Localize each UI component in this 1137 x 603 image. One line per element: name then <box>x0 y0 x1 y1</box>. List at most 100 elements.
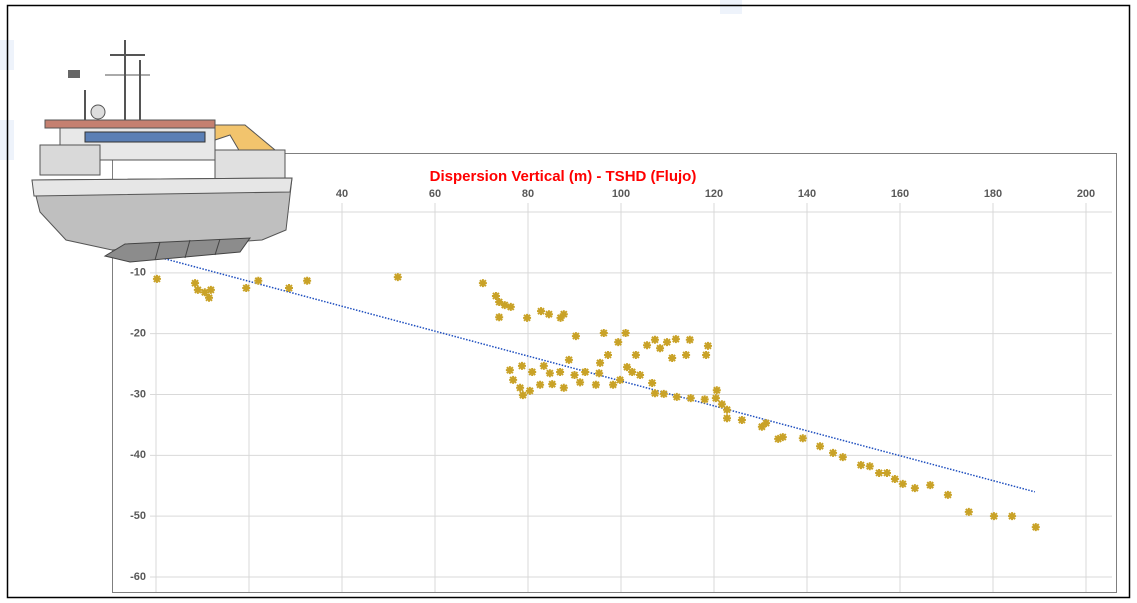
scatter-point <box>509 375 518 384</box>
scatter-point <box>536 380 545 389</box>
scatter-point <box>609 380 618 389</box>
scatter-point <box>523 313 532 322</box>
scatter-point <box>628 367 637 376</box>
scatter-point <box>603 350 612 359</box>
scatter-point <box>890 475 899 484</box>
scatter-point <box>774 434 783 443</box>
scatter-point <box>556 367 565 376</box>
decoration <box>720 0 742 14</box>
y-tick-label: -20 <box>130 328 146 340</box>
x-tick-label: 80 <box>522 188 534 200</box>
scatter-point <box>284 284 293 293</box>
scatter-point <box>856 461 865 470</box>
y-tick-label: -60 <box>130 571 146 583</box>
scatter-point <box>910 484 919 493</box>
x-tick-label: 40 <box>336 188 348 200</box>
scatter-point <box>528 367 537 376</box>
scatter-point <box>672 392 681 401</box>
scatter-point <box>505 366 514 375</box>
scatter-point <box>643 341 652 350</box>
scatter-point <box>623 363 632 372</box>
x-tick-label: 160 <box>891 188 909 200</box>
scatter-point <box>875 468 884 477</box>
outer-border <box>6 4 1131 599</box>
scatter-point <box>206 285 215 294</box>
scatter-point <box>518 391 527 400</box>
y-tick-label: -10 <box>130 267 146 279</box>
scatter-point <box>537 307 546 316</box>
y-tick-label: -40 <box>130 449 146 461</box>
scatter-point <box>393 273 402 282</box>
scatter-point <box>712 386 721 395</box>
scatter-point <box>491 291 500 300</box>
scatter-point <box>636 371 645 380</box>
scatter-point <box>631 350 640 359</box>
scatter-point <box>1031 523 1040 532</box>
scatter-point <box>548 380 557 389</box>
scatter-point <box>152 274 161 283</box>
scatter-point <box>865 462 874 471</box>
scatter-point <box>559 383 568 392</box>
scatter-point <box>478 279 487 288</box>
scatter-point <box>564 355 573 364</box>
scatter-point <box>517 361 526 370</box>
scatter-point <box>659 389 668 398</box>
scatter-point <box>656 344 665 353</box>
scatter-point <box>516 383 525 392</box>
scatter-point <box>650 335 659 344</box>
scatter-point <box>668 354 677 362</box>
plot: 0204060801001201401601802000-10-20-30-40… <box>130 188 1112 592</box>
scatter-point <box>762 419 771 428</box>
scatter-point <box>254 276 263 285</box>
scatter-point <box>682 350 691 359</box>
x-tick-label: 100 <box>612 188 630 200</box>
x-tick-label: 140 <box>798 188 816 200</box>
ship-illustration <box>31 40 293 263</box>
scatter-point <box>616 375 625 384</box>
scatter-point <box>650 389 659 398</box>
scatter-point <box>495 298 504 307</box>
scatter-point <box>621 329 630 338</box>
scatter-point <box>717 400 726 409</box>
scatter-point <box>838 453 847 462</box>
scatter-point <box>798 434 807 443</box>
scatter-point <box>581 367 590 376</box>
scatter-point <box>545 369 554 378</box>
scatter-point <box>495 313 504 322</box>
scatter-point <box>703 341 712 350</box>
scatter-point <box>544 310 553 319</box>
scatter-point <box>671 335 680 344</box>
scatter-point <box>539 361 548 370</box>
scatter-point <box>614 338 623 347</box>
scatter-point <box>882 468 891 477</box>
x-tick-label: 200 <box>1077 188 1095 200</box>
scatter-point <box>559 310 568 319</box>
scatter-point <box>700 395 709 404</box>
scatter-point <box>898 479 907 488</box>
scatter-point <box>303 276 312 285</box>
scatter-point <box>964 507 973 516</box>
x-tick-label: 60 <box>429 188 441 200</box>
y-tick-label: -30 <box>130 388 146 400</box>
scatter-point <box>506 302 515 311</box>
scatter-point <box>570 371 579 380</box>
scatter-point <box>205 293 214 302</box>
scatter-point <box>576 378 585 387</box>
scatter-point <box>685 335 694 344</box>
scatter-point <box>648 378 657 387</box>
scatter-point <box>778 433 787 442</box>
scatter-point <box>702 350 711 359</box>
x-tick-label: 180 <box>984 188 1002 200</box>
scatter-point <box>596 358 605 367</box>
x-tick-label: 120 <box>705 188 723 200</box>
scatter-point <box>943 490 952 499</box>
scatter-point <box>595 369 604 378</box>
scatter-point <box>191 279 200 288</box>
scatter-point <box>599 329 608 338</box>
scatter-point <box>829 448 838 457</box>
scatter-point <box>556 313 565 322</box>
scatter-point <box>816 442 825 451</box>
scatter-point <box>1008 512 1017 521</box>
